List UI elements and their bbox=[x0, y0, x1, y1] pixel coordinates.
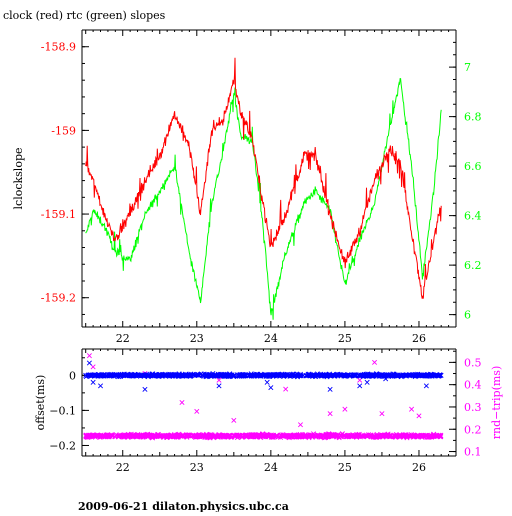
right-tick-label: 6.6 bbox=[464, 160, 482, 173]
left-axis-label: lclockslope bbox=[12, 148, 25, 210]
x-tick-label: 24 bbox=[264, 332, 278, 345]
x-tick-label: 22 bbox=[116, 332, 130, 345]
x-tick-label: 26 bbox=[412, 461, 426, 474]
rtt-outlier-point bbox=[231, 417, 237, 423]
rtt-outlier-point bbox=[216, 377, 222, 383]
offset-outlier-point bbox=[97, 383, 104, 389]
right-tick-label: 7 bbox=[464, 61, 471, 74]
offset-series-band bbox=[83, 370, 444, 380]
right-tick-label: 0.2 bbox=[464, 423, 482, 436]
right-tick-label: 0.4 bbox=[464, 379, 482, 392]
offset-outlier-point bbox=[423, 383, 429, 389]
rtt-outlier-point bbox=[86, 353, 92, 359]
rtt-outlier-point bbox=[297, 422, 303, 428]
offset-outlier-point bbox=[327, 386, 333, 392]
left-tick-label: -158.9 bbox=[41, 41, 76, 54]
rtt-outlier-point bbox=[327, 411, 333, 417]
chart-title: clock (red) rtc (green) slopes bbox=[3, 9, 166, 22]
right-tick-label: 6.2 bbox=[464, 259, 482, 272]
x-tick-label: 25 bbox=[338, 461, 352, 474]
left-tick-label: -159.2 bbox=[41, 292, 76, 305]
offset-outlier-point bbox=[383, 376, 389, 382]
x-tick-label: 23 bbox=[190, 332, 204, 345]
left-tick-label: -159 bbox=[51, 124, 76, 137]
offset-outlier-point bbox=[86, 360, 92, 366]
left-tick-label: 0 bbox=[69, 369, 76, 382]
offset-outlier-point bbox=[216, 383, 222, 389]
x-tick-label: 24 bbox=[264, 461, 278, 474]
left-tick-label: −0.2 bbox=[49, 439, 76, 452]
rtc-series-line bbox=[85, 78, 442, 320]
x-tick-label: 22 bbox=[116, 461, 130, 474]
rtt-outlier-point bbox=[416, 413, 422, 419]
offset-outlier-point bbox=[364, 379, 370, 385]
right-tick-label: 6.4 bbox=[464, 210, 482, 223]
right-tick-label: 6.8 bbox=[464, 111, 482, 124]
x-tick-label: 25 bbox=[338, 332, 352, 345]
rtt-outlier-point bbox=[409, 406, 415, 412]
offset-outlier-point bbox=[90, 379, 96, 385]
left-tick-label: -159.1 bbox=[41, 208, 76, 221]
x-tick-label: 23 bbox=[190, 461, 204, 474]
x-tick-label: 26 bbox=[412, 332, 426, 345]
rtt-outlier-point bbox=[90, 364, 96, 370]
right-tick-label: 0.1 bbox=[464, 446, 482, 459]
clock-series-line bbox=[85, 57, 442, 300]
right-tick-label: 6 bbox=[464, 309, 471, 322]
left-tick-label: −0.1 bbox=[49, 404, 76, 417]
offset-outlier-point bbox=[268, 385, 274, 391]
right-axis-label: rnd−trip(ms) bbox=[490, 366, 503, 440]
rtt-series-band bbox=[83, 431, 444, 441]
rtt-outlier-point bbox=[372, 359, 378, 365]
offset-outlier-point bbox=[142, 386, 148, 392]
rtt-outlier-point bbox=[342, 406, 348, 412]
left-axis-label: offset(ms) bbox=[34, 375, 47, 431]
rtt-outlier-point bbox=[379, 411, 385, 417]
offset-outlier-point bbox=[357, 383, 363, 389]
rtt-outlier-point bbox=[179, 399, 185, 406]
rtt-outlier-point bbox=[194, 408, 200, 414]
footer-host-date: 2009-06-21 dilaton.physics.ubc.ca bbox=[78, 500, 289, 512]
rtt-outlier-point bbox=[283, 386, 289, 392]
offset-panel: 22 23 24 25 26 0 −0.1 −0.2 0.5 0.4 0.3 0.2 0.1 offset… bbox=[34, 348, 503, 474]
offset-outlier-point bbox=[264, 379, 270, 385]
right-tick-label: 0.3 bbox=[464, 401, 482, 414]
right-tick-label: 0.5 bbox=[464, 356, 482, 369]
slope-panel: 22 23 24 25 26 -158.9 -159 -159.1 -159.2 6 6.2 6.4 6… bbox=[12, 29, 482, 345]
